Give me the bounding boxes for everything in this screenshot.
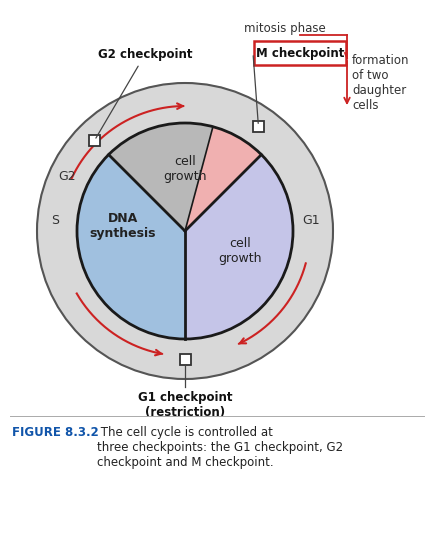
Bar — [89, 135, 100, 146]
Circle shape — [37, 83, 333, 379]
Text: M checkpoint: M checkpoint — [256, 47, 344, 60]
Text: cell
growth: cell growth — [163, 155, 207, 183]
Text: formation
of two
daughter
cells: formation of two daughter cells — [352, 54, 410, 112]
Polygon shape — [185, 127, 261, 231]
Text: G1 checkpoint
(restriction): G1 checkpoint (restriction) — [138, 391, 232, 419]
Polygon shape — [185, 155, 293, 339]
Text: G1: G1 — [302, 214, 320, 228]
Text: The cell cycle is controlled at
three checkpoints: the G1 checkpoint, G2
checkpo: The cell cycle is controlled at three ch… — [97, 426, 343, 469]
Text: mitosis phase: mitosis phase — [244, 22, 326, 35]
Text: S: S — [51, 214, 59, 228]
Text: DNA
synthesis: DNA synthesis — [90, 212, 156, 240]
Text: FIGURE 8.3.2: FIGURE 8.3.2 — [12, 426, 99, 439]
Text: G2: G2 — [58, 169, 76, 182]
Bar — [253, 121, 264, 131]
Text: cell
growth: cell growth — [218, 237, 262, 265]
Polygon shape — [108, 123, 261, 231]
FancyBboxPatch shape — [254, 41, 346, 65]
Bar — [180, 353, 191, 365]
Circle shape — [77, 123, 293, 339]
Text: G2 checkpoint: G2 checkpoint — [96, 48, 192, 138]
Polygon shape — [77, 155, 185, 339]
